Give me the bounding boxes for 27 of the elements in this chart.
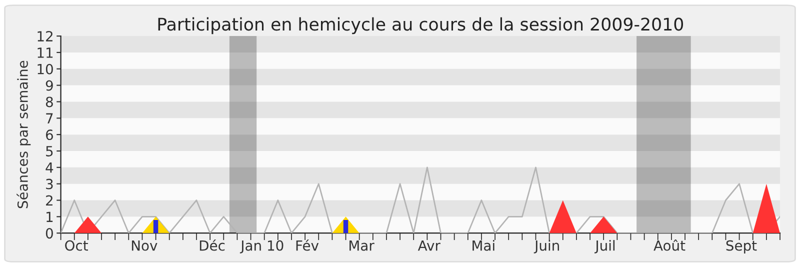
- x-tick-label: Août: [654, 239, 686, 251]
- y-tick-label: 2: [46, 195, 52, 206]
- x-tick-label: Mar: [350, 240, 374, 251]
- y-tick-label: 12: [38, 31, 52, 42]
- y-tick-label: 10: [38, 64, 53, 74]
- y-tick-label: 5: [46, 146, 53, 156]
- x-tick-label: Jan 10: [240, 240, 284, 254]
- x-tick-label: Mai: [472, 240, 494, 251]
- chart-title: Participation en hemicycle au cours de la session 2009-2010: [158, 17, 684, 34]
- x-tick-label: Juin: [534, 240, 559, 254]
- x-tick-label: Sept: [726, 240, 757, 254]
- y-tick-label: 3: [46, 178, 53, 190]
- x-tick-label: Avr: [418, 240, 440, 251]
- y-tick-label: 11: [38, 48, 53, 58]
- x-tick-label: Juil: [594, 240, 615, 254]
- y-tick-label: 8: [46, 96, 53, 108]
- y-tick-label: 0: [46, 228, 53, 239]
- y-axis-title: Séances par semaine: [16, 60, 31, 208]
- x-tick-label: Nov: [132, 240, 158, 251]
- y-tick-label: 6: [46, 130, 53, 140]
- x-tick-label: Oct: [65, 240, 88, 251]
- y-tick-label: 7: [46, 113, 53, 124]
- y-tick-label: 1: [46, 212, 53, 222]
- x-tick-label: Fév: [296, 239, 319, 251]
- y-tick-label: 4: [46, 162, 54, 173]
- y-tick-label: 9: [46, 80, 53, 91]
- x-tick-label: Déc: [200, 239, 225, 251]
